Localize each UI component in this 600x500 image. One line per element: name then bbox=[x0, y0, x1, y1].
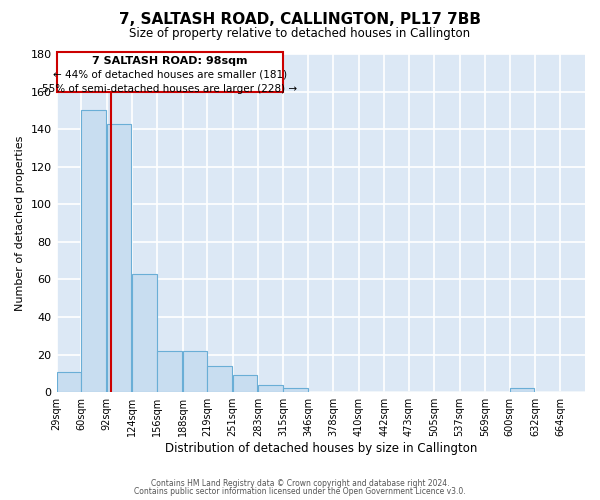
Bar bbox=[208, 366, 232, 392]
Bar bbox=[509, 388, 534, 392]
Bar bbox=[132, 274, 157, 392]
Bar bbox=[283, 388, 308, 392]
Bar bbox=[157, 351, 182, 392]
Text: Contains public sector information licensed under the Open Government Licence v3: Contains public sector information licen… bbox=[134, 487, 466, 496]
Bar bbox=[258, 384, 283, 392]
Text: 55% of semi-detached houses are larger (228) →: 55% of semi-detached houses are larger (… bbox=[43, 84, 298, 94]
Text: Contains HM Land Registry data © Crown copyright and database right 2024.: Contains HM Land Registry data © Crown c… bbox=[151, 478, 449, 488]
Y-axis label: Number of detached properties: Number of detached properties bbox=[15, 136, 25, 311]
Text: ← 44% of detached houses are smaller (181): ← 44% of detached houses are smaller (18… bbox=[53, 70, 287, 80]
Bar bbox=[233, 376, 257, 392]
Bar bbox=[56, 52, 283, 92]
Bar bbox=[81, 110, 106, 392]
Bar bbox=[107, 124, 131, 392]
Bar bbox=[56, 372, 81, 392]
Text: 7 SALTASH ROAD: 98sqm: 7 SALTASH ROAD: 98sqm bbox=[92, 56, 248, 66]
Text: 7, SALTASH ROAD, CALLINGTON, PL17 7BB: 7, SALTASH ROAD, CALLINGTON, PL17 7BB bbox=[119, 12, 481, 28]
X-axis label: Distribution of detached houses by size in Callington: Distribution of detached houses by size … bbox=[164, 442, 477, 455]
Text: Size of property relative to detached houses in Callington: Size of property relative to detached ho… bbox=[130, 28, 470, 40]
Bar bbox=[183, 351, 208, 392]
